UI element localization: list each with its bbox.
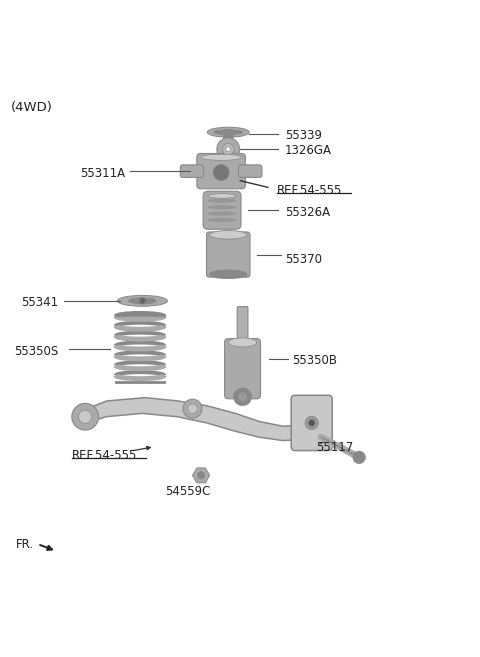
Text: 55339: 55339 xyxy=(285,129,322,143)
FancyBboxPatch shape xyxy=(203,191,241,229)
FancyBboxPatch shape xyxy=(197,154,245,189)
FancyBboxPatch shape xyxy=(239,165,262,177)
Ellipse shape xyxy=(208,218,236,222)
Text: REF.54-555: REF.54-555 xyxy=(277,184,343,196)
Circle shape xyxy=(226,147,231,152)
Ellipse shape xyxy=(228,338,257,347)
FancyBboxPatch shape xyxy=(291,396,332,451)
FancyBboxPatch shape xyxy=(237,307,248,344)
Text: 55341: 55341 xyxy=(21,296,58,309)
Ellipse shape xyxy=(129,298,156,304)
Circle shape xyxy=(79,410,92,423)
Ellipse shape xyxy=(208,194,236,198)
Circle shape xyxy=(139,298,145,304)
Ellipse shape xyxy=(208,212,236,215)
Circle shape xyxy=(188,404,197,413)
Text: 55311A: 55311A xyxy=(80,168,125,181)
Text: 55326A: 55326A xyxy=(285,206,330,219)
Text: 55370: 55370 xyxy=(285,253,322,266)
Text: 55350B: 55350B xyxy=(292,354,336,367)
Text: 55350S: 55350S xyxy=(14,345,58,358)
Text: REF.54-555: REF.54-555 xyxy=(72,449,138,462)
Circle shape xyxy=(238,392,247,401)
Ellipse shape xyxy=(209,231,247,239)
Ellipse shape xyxy=(209,270,247,279)
Ellipse shape xyxy=(208,206,236,209)
Text: 1326GA: 1326GA xyxy=(285,144,332,156)
Text: 54559C: 54559C xyxy=(165,485,210,498)
Text: FR.: FR. xyxy=(16,537,34,551)
Ellipse shape xyxy=(214,130,243,135)
Ellipse shape xyxy=(208,199,236,202)
Text: (4WD): (4WD) xyxy=(12,101,53,114)
Text: 55117: 55117 xyxy=(316,442,354,454)
FancyBboxPatch shape xyxy=(206,232,250,277)
Circle shape xyxy=(353,451,365,464)
Circle shape xyxy=(234,388,252,406)
FancyBboxPatch shape xyxy=(180,165,204,177)
Circle shape xyxy=(305,417,318,430)
FancyBboxPatch shape xyxy=(224,129,233,148)
Circle shape xyxy=(183,399,202,418)
Circle shape xyxy=(197,472,205,479)
Circle shape xyxy=(72,403,98,430)
Circle shape xyxy=(217,138,240,161)
Circle shape xyxy=(213,164,229,181)
Ellipse shape xyxy=(118,296,168,306)
FancyBboxPatch shape xyxy=(225,338,261,399)
Polygon shape xyxy=(192,468,210,483)
Ellipse shape xyxy=(201,154,241,160)
Ellipse shape xyxy=(207,127,249,137)
Circle shape xyxy=(308,420,315,426)
Circle shape xyxy=(223,143,234,155)
PathPatch shape xyxy=(85,397,314,441)
